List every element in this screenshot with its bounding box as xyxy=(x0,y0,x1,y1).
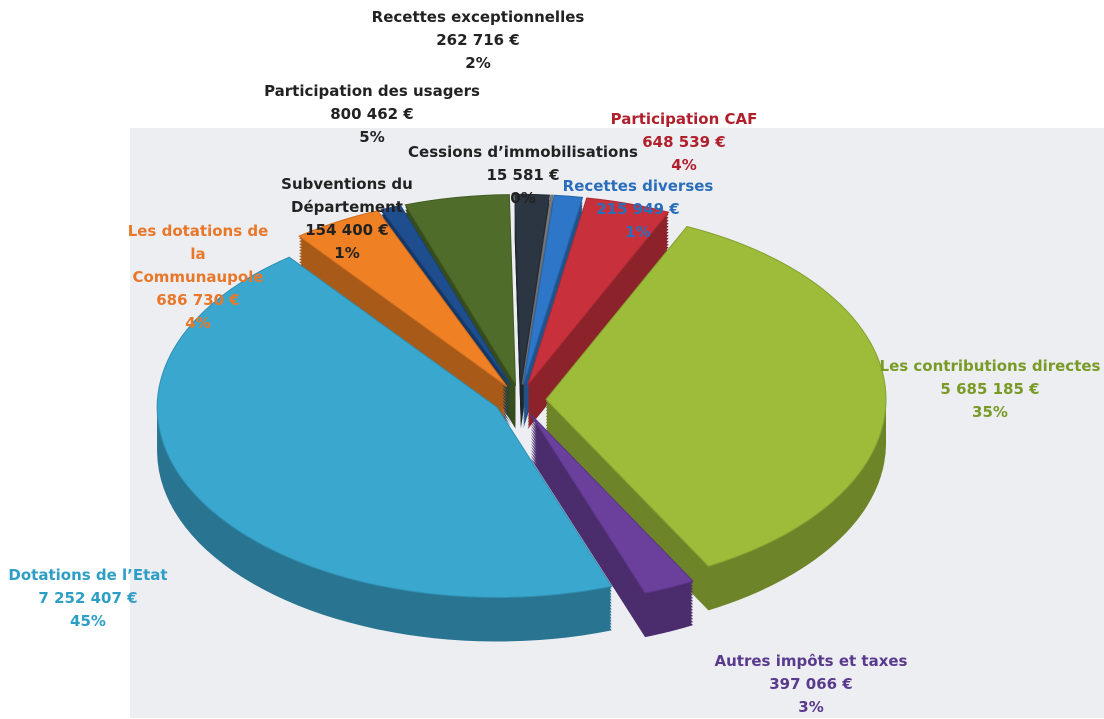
slice-value: 154 400 € xyxy=(305,221,389,239)
slice-percent: 2% xyxy=(465,54,491,72)
slice-percent: 1% xyxy=(625,223,651,241)
slice-value: 686 730 € xyxy=(156,291,240,309)
slice-label: Recettes exceptionnelles 262 716 € 2% xyxy=(372,6,585,75)
slice-label: Participation CAF 648 539 € 4% xyxy=(611,108,758,177)
slice-label: Dotations de l’Etat 7 252 407 € 45% xyxy=(8,564,167,633)
slice-name: Dotations de l’Etat xyxy=(8,566,168,584)
slice-side xyxy=(523,203,583,393)
slice-percent: 35% xyxy=(972,403,1008,421)
slice xyxy=(156,256,613,598)
slice-name: Cessions d’immobilisations xyxy=(408,143,638,161)
slice xyxy=(527,197,670,386)
slice xyxy=(530,413,695,594)
slice-percent: 45% xyxy=(70,612,106,630)
slice-name: Les dotations de la Communaupole xyxy=(127,222,269,286)
slice-name: Les contributions directes xyxy=(879,357,1101,375)
slice-value: 262 716 € xyxy=(436,31,520,49)
slice-percent: 5% xyxy=(359,128,385,146)
slice xyxy=(522,194,584,385)
slice-value: 7 252 407 € xyxy=(38,589,138,607)
slice-label: Autres impôts et taxes 397 066 € 3% xyxy=(715,650,908,719)
slice xyxy=(514,193,551,385)
slice-value: 648 539 € xyxy=(642,133,726,151)
slice-name: Participation CAF xyxy=(610,110,758,128)
slice xyxy=(380,205,512,386)
slice-percent: 1% xyxy=(334,244,360,262)
slice-percent: 3% xyxy=(798,698,824,716)
slice-label: Recettes diverses 215 949 € 1% xyxy=(563,175,714,244)
slice-value: 397 066 € xyxy=(769,675,853,693)
slice-percent: 4% xyxy=(671,156,697,174)
slice xyxy=(404,194,517,387)
slice-value: 15 581 € xyxy=(486,166,560,184)
slice-name: Recettes diverses xyxy=(562,177,714,195)
slice-name: Subventions du Département xyxy=(281,175,413,216)
slice-value: 800 462 € xyxy=(330,105,414,123)
slice xyxy=(521,194,554,385)
slice-label: Subventions du Département 154 400 € 1% xyxy=(277,173,417,265)
slice-side xyxy=(523,200,583,390)
slice-value: 215 949 € xyxy=(596,200,680,218)
slice-percent: 0% xyxy=(510,189,536,207)
slice-label: Les dotations de la Communaupole 686 730 … xyxy=(123,220,273,335)
slice xyxy=(298,210,508,387)
slice-label: Cessions d’immobilisations 15 581 € 0% xyxy=(408,141,638,210)
slice-name: Autres impôts et taxes xyxy=(714,652,908,670)
slice-percent: 4% xyxy=(185,314,211,332)
slice-name: Recettes exceptionnelles xyxy=(371,8,585,26)
slice-label: Les contributions directes 5 685 185 € 35% xyxy=(880,355,1101,424)
slice-side xyxy=(523,206,583,396)
slice-label: Participation des usagers 800 462 € 5% xyxy=(264,80,480,149)
slice-name: Participation des usagers xyxy=(264,82,480,100)
slice xyxy=(545,225,887,567)
slice-value: 5 685 185 € xyxy=(940,380,1040,398)
